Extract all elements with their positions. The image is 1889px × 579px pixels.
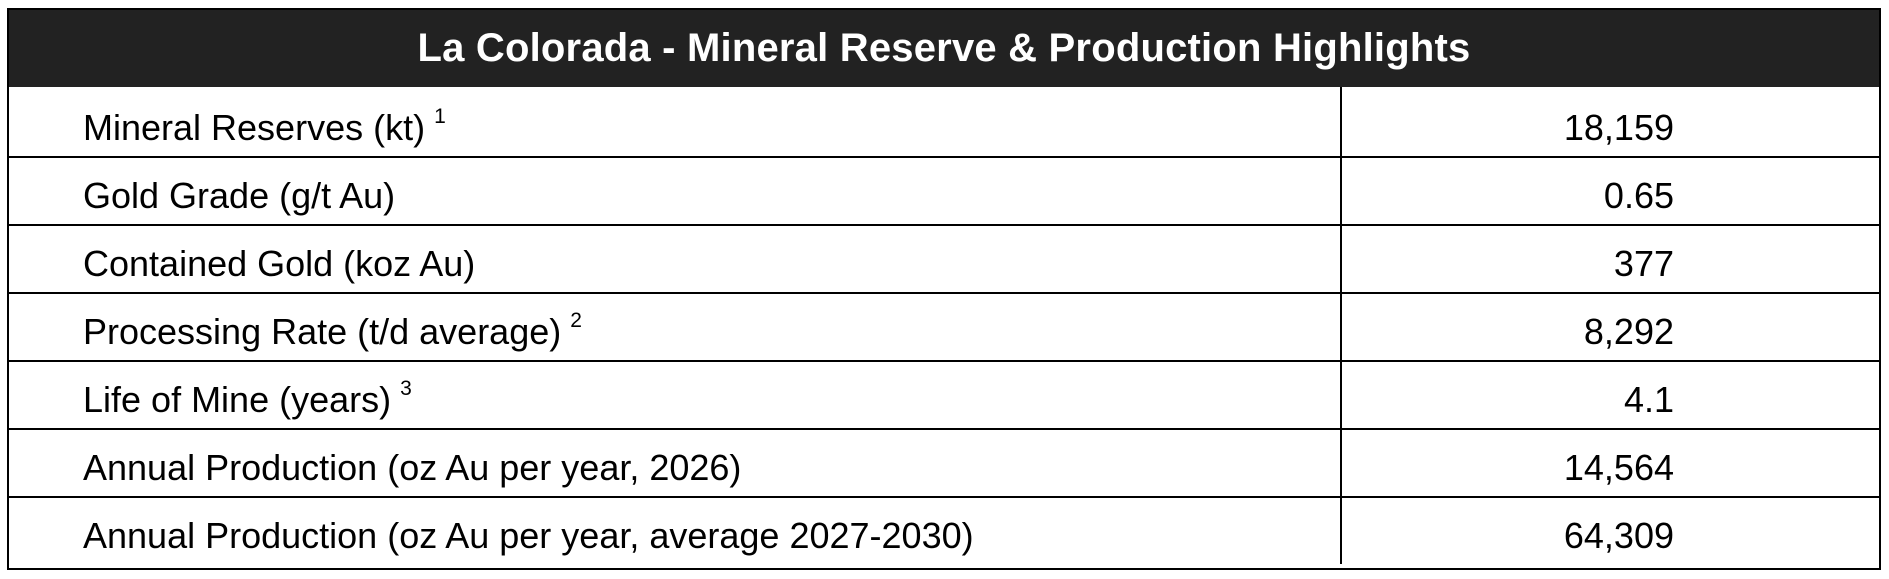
table-row: Processing Rate (t/d average) 2 8,292	[9, 292, 1879, 360]
row-label: Annual Production (oz Au per year, 2026)	[83, 447, 742, 488]
row-value-cell: 14,564	[1342, 430, 1879, 496]
row-label-cell: Mineral Reserves (kt) 1	[9, 87, 1342, 156]
table-row: Gold Grade (g/t Au) 0.65	[9, 156, 1879, 224]
row-value-cell: 18,159	[1342, 87, 1879, 156]
row-label-cell: Annual Production (oz Au per year, 2026)	[9, 430, 1342, 496]
table-row: Annual Production (oz Au per year, 2026)…	[9, 428, 1879, 496]
table-row: Contained Gold (koz Au) 377	[9, 224, 1879, 292]
footnote-marker: 3	[400, 377, 412, 400]
highlights-table: La Colorada - Mineral Reserve & Producti…	[7, 8, 1881, 570]
row-label: Life of Mine (years)	[83, 379, 392, 420]
row-value-cell: 0.65	[1342, 158, 1879, 224]
row-value-cell: 64,309	[1342, 498, 1879, 564]
row-label-cell: Annual Production (oz Au per year, avera…	[9, 498, 1342, 564]
row-value: 64,309	[1563, 515, 1674, 556]
table-body: Mineral Reserves (kt) 1 18,159 Gold Grade…	[9, 87, 1879, 564]
row-label-cell: Processing Rate (t/d average) 2	[9, 294, 1342, 360]
table-row: Mineral Reserves (kt) 1 18,159	[9, 87, 1879, 156]
footnote-marker: 2	[570, 309, 582, 332]
row-value: 4.1	[1623, 379, 1674, 420]
row-label: Gold Grade (g/t Au)	[83, 175, 396, 216]
row-label-cell: Gold Grade (g/t Au)	[9, 158, 1342, 224]
table-row: Life of Mine (years) 3 4.1	[9, 360, 1879, 428]
row-label-cell: Life of Mine (years) 3	[9, 362, 1342, 428]
footnote-marker: 1	[434, 105, 446, 128]
row-value: 8,292	[1583, 311, 1674, 352]
row-value: 14,564	[1563, 447, 1674, 488]
row-value: 0.65	[1603, 175, 1674, 216]
row-value: 377	[1613, 243, 1674, 284]
row-value-cell: 377	[1342, 226, 1879, 292]
row-label: Contained Gold (koz Au)	[83, 243, 476, 284]
row-value-cell: 4.1	[1342, 362, 1879, 428]
row-label: Annual Production (oz Au per year, avera…	[83, 515, 974, 556]
row-value: 18,159	[1563, 107, 1674, 148]
row-label: Mineral Reserves (kt)	[83, 107, 426, 148]
row-value-cell: 8,292	[1342, 294, 1879, 360]
table-title: La Colorada - Mineral Reserve & Producti…	[9, 10, 1879, 87]
row-label-cell: Contained Gold (koz Au)	[9, 226, 1342, 292]
row-label: Processing Rate (t/d average)	[83, 311, 562, 352]
table-row: Annual Production (oz Au per year, avera…	[9, 496, 1879, 564]
